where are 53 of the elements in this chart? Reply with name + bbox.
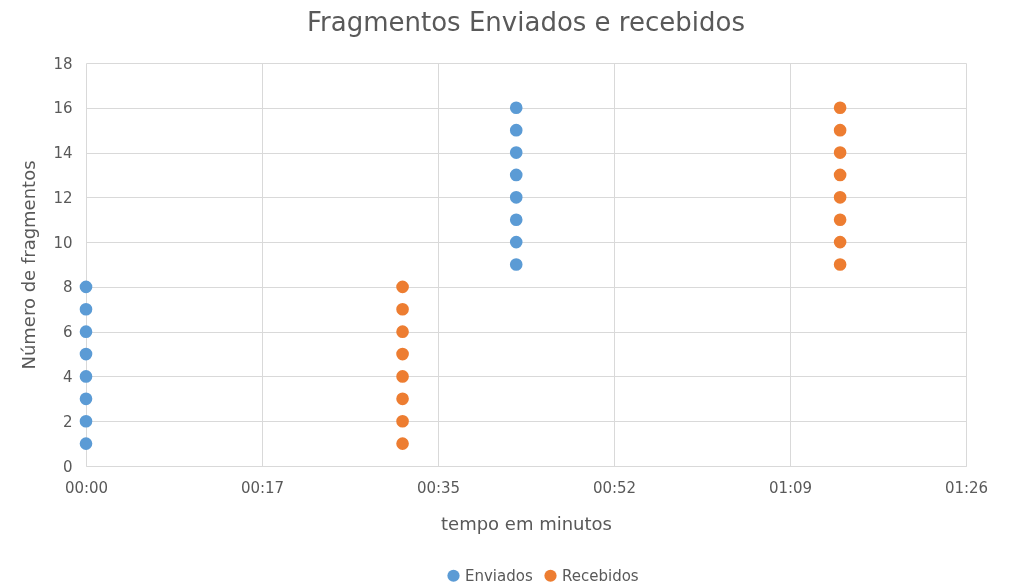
point: [833, 258, 847, 271]
point: [396, 437, 409, 450]
legend-label: Recebidos: [562, 566, 639, 583]
point: [509, 146, 523, 159]
y-tick-label: 2: [62, 412, 73, 431]
chart-title: Fragmentos Enviados e recebidos: [307, 7, 745, 37]
y-axis-title: Número de fragmentos: [18, 160, 40, 370]
x-tick-label: 00:00: [64, 478, 109, 497]
y-tick-label: 6: [62, 323, 73, 342]
point: [79, 437, 93, 450]
y-tick-label: 4: [62, 367, 73, 386]
point: [509, 213, 523, 227]
point: [509, 101, 523, 115]
y-tick-label: 18: [53, 54, 73, 73]
point: [79, 325, 93, 338]
point: [833, 123, 847, 137]
legend-label: Enviados: [465, 566, 533, 583]
y-tick-label: 16: [53, 99, 73, 118]
x-tick-label: 00:17: [240, 478, 285, 497]
y-tick-label: 14: [53, 144, 73, 163]
point: [833, 101, 847, 115]
x-tick-label: 00:35: [416, 478, 461, 497]
y-tick-label: 10: [53, 233, 73, 252]
point: [79, 392, 93, 406]
point: [509, 258, 523, 271]
x-tick-label: 01:26: [944, 478, 989, 497]
x-axis-title: tempo em minutos: [441, 512, 612, 534]
point: [509, 123, 523, 137]
point: [509, 191, 523, 204]
point: [833, 235, 847, 249]
point: [833, 213, 847, 227]
point: [509, 235, 523, 249]
point: [79, 370, 93, 383]
point: [396, 280, 409, 294]
point: [396, 347, 409, 361]
point: [79, 302, 93, 316]
point: [396, 370, 409, 383]
x-tick-label: 00:52: [592, 478, 637, 497]
point: [833, 191, 847, 204]
y-tick-label: 8: [62, 278, 73, 297]
point: [79, 347, 93, 361]
x-tick-label: 01:09: [768, 478, 813, 497]
point: [396, 325, 409, 338]
point: [396, 392, 409, 406]
point: [509, 168, 523, 182]
point: [79, 414, 93, 428]
point: [833, 146, 847, 159]
point: [79, 280, 93, 294]
point: [396, 302, 409, 316]
y-tick-label: 0: [62, 457, 73, 476]
point: [833, 168, 847, 182]
y-tick-label: 12: [53, 188, 73, 207]
point: [396, 414, 409, 428]
